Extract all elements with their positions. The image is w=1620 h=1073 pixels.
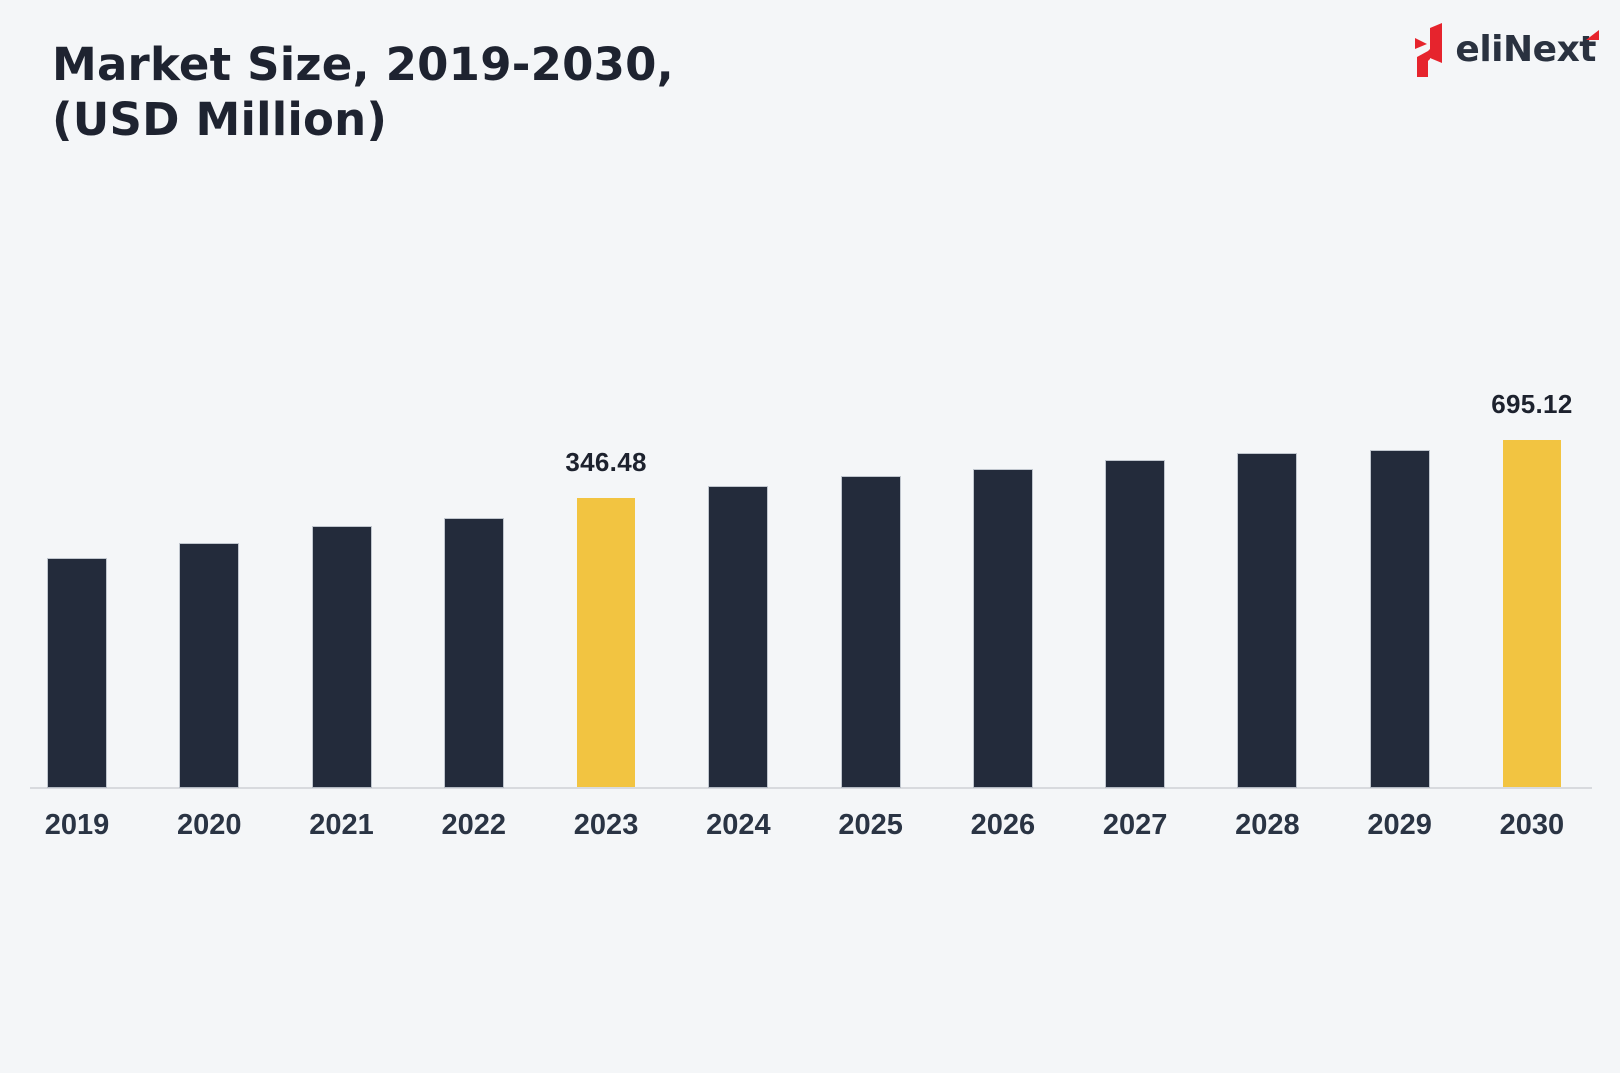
bar-cell-2021: 2021 <box>309 440 374 841</box>
logo-flag-icon <box>1586 30 1599 40</box>
bar-2028 <box>1238 454 1297 787</box>
bar-cell-2024: 2024 <box>706 440 771 841</box>
market-size-bar-chart: 2019 2020 2021 2022 346.48 2023 2024 2025 2026 20… <box>30 389 1592 841</box>
bar-2019 <box>48 559 106 787</box>
bar-2026 <box>973 470 1032 787</box>
chart-title-line1: Market Size, 2019-2030, <box>52 38 674 91</box>
bar-2021 <box>312 527 371 787</box>
x-axis-baseline <box>30 787 1592 789</box>
x-tick-2021: 2021 <box>309 809 374 841</box>
x-tick-2019: 2019 <box>44 809 110 841</box>
brand-wordmark: eliNext <box>1455 29 1596 70</box>
elinext-logo-icon <box>1414 23 1443 77</box>
value-label-2030: 695.12 <box>1491 389 1573 419</box>
bar-2023 <box>577 498 636 787</box>
bar-cell-2029: 2029 <box>1367 440 1432 841</box>
bar-cell-2020: 2020 <box>177 440 242 841</box>
chart-title: Market Size, 2019-2030, (USD Million) <box>52 38 674 148</box>
bar-cell-2019: 2019 <box>45 440 109 841</box>
bar-2025 <box>841 477 900 787</box>
bar-cell-2023: 346.48 2023 <box>565 440 646 841</box>
elinext-logo: eliNext <box>1414 23 1599 77</box>
bar-2030 <box>1502 440 1561 787</box>
bar-cell-2030: 695.12 2030 <box>1491 389 1572 841</box>
bar-cell-2022: 2022 <box>442 440 506 841</box>
x-tick-2026: 2026 <box>970 809 1036 841</box>
bar-cell-2027: 2027 <box>1103 440 1167 841</box>
chart-title-line2: (USD Million) <box>52 92 388 146</box>
x-tick-2028: 2028 <box>1235 809 1300 841</box>
bar-cell-2026: 2026 <box>971 440 1035 841</box>
bar-2020 <box>180 544 239 787</box>
x-tick-2025: 2025 <box>838 809 903 841</box>
bar-2022 <box>444 519 503 787</box>
x-tick-2029: 2029 <box>1367 809 1432 841</box>
x-tick-2027: 2027 <box>1102 809 1168 841</box>
bar-cell-2028: 2028 <box>1235 440 1300 841</box>
x-tick-2022: 2022 <box>441 809 507 841</box>
bar-cell-2025: 2025 <box>838 440 903 841</box>
plot-area: 2019 2020 2021 2022 346.48 2023 2024 2025 2026 20… <box>30 389 1592 841</box>
elinext-logo-text: eliNext <box>1455 23 1599 77</box>
value-label-2023: 346.48 <box>565 447 647 477</box>
bar-2027 <box>1106 461 1165 787</box>
x-tick-2024: 2024 <box>706 809 771 841</box>
bar-2029 <box>1370 451 1429 787</box>
x-tick-2020: 2020 <box>177 809 242 841</box>
x-tick-2023: 2023 <box>573 809 639 841</box>
bar-2024 <box>709 487 768 787</box>
x-tick-2030: 2030 <box>1499 809 1565 841</box>
